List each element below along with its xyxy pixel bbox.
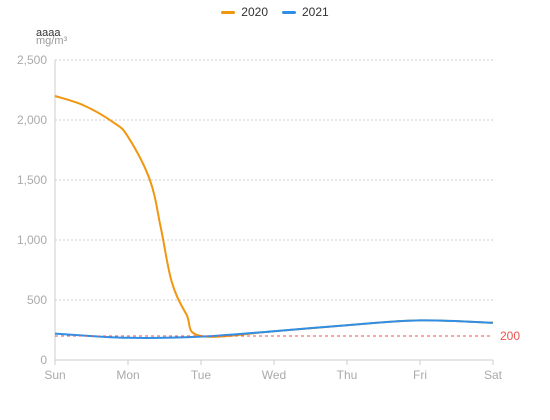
x-tick-label: Thu (337, 368, 358, 382)
y-axis-unit: mg/m³ (36, 35, 68, 47)
reference-line-label: 200 (500, 329, 520, 343)
x-tick-label: Sat (484, 368, 503, 382)
x-tick-label: Mon (116, 368, 139, 382)
legend-label-2021: 2021 (302, 5, 329, 19)
legend-swatch-2020 (221, 10, 236, 14)
y-tick-label: 0 (40, 353, 47, 367)
x-tick-label: Tue (191, 368, 212, 382)
y-axis-title: aaaa (36, 27, 61, 39)
y-tick-label: 500 (27, 293, 47, 307)
y-tick-label: 2,500 (17, 53, 47, 67)
x-tick-label: Fri (413, 368, 427, 382)
series-line-2021 (54, 319, 494, 340)
legend-swatch-2021 (282, 10, 296, 14)
legend-item-2020[interactable]: 2020 (221, 4, 268, 20)
legend-item-2021[interactable]: 2021 (282, 4, 329, 20)
legend-label-2020: 2020 (241, 5, 268, 19)
y-tick-label: 1,500 (17, 173, 47, 187)
y-tick-label: 2,000 (17, 113, 47, 127)
y-tick-label: 1,000 (17, 233, 47, 247)
x-tick-label: Sun (44, 368, 65, 382)
legend: 2020 2021 (0, 4, 550, 20)
series-line-2020 (54, 95, 494, 338)
x-tick-label: Wed (262, 368, 286, 382)
